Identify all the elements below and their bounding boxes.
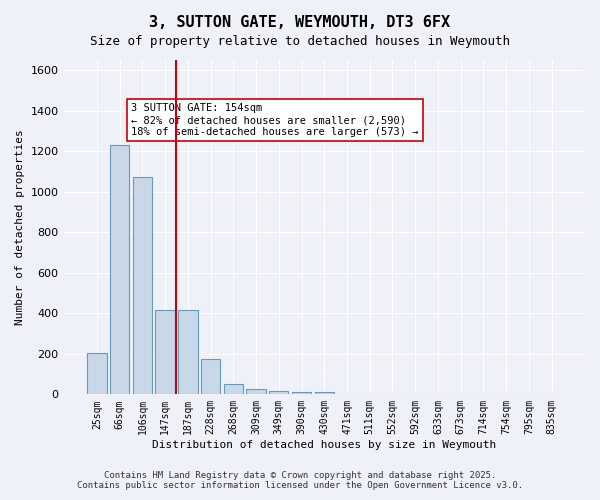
Bar — [224, 384, 243, 394]
Bar — [201, 359, 220, 394]
Bar — [314, 392, 334, 394]
Bar — [155, 310, 175, 394]
Bar — [178, 310, 197, 394]
Bar — [247, 390, 266, 394]
Y-axis label: Number of detached properties: Number of detached properties — [15, 130, 25, 325]
Text: 3 SUTTON GATE: 154sqm
← 82% of detached houses are smaller (2,590)
18% of semi-d: 3 SUTTON GATE: 154sqm ← 82% of detached … — [131, 104, 419, 136]
Bar — [87, 353, 107, 395]
Text: Contains HM Land Registry data © Crown copyright and database right 2025.
Contai: Contains HM Land Registry data © Crown c… — [77, 470, 523, 490]
Bar — [269, 392, 289, 394]
X-axis label: Distribution of detached houses by size in Weymouth: Distribution of detached houses by size … — [152, 440, 496, 450]
Text: Size of property relative to detached houses in Weymouth: Size of property relative to detached ho… — [90, 35, 510, 48]
Text: 3, SUTTON GATE, WEYMOUTH, DT3 6FX: 3, SUTTON GATE, WEYMOUTH, DT3 6FX — [149, 15, 451, 30]
Bar — [133, 176, 152, 394]
Bar — [292, 392, 311, 394]
Bar — [110, 145, 130, 394]
